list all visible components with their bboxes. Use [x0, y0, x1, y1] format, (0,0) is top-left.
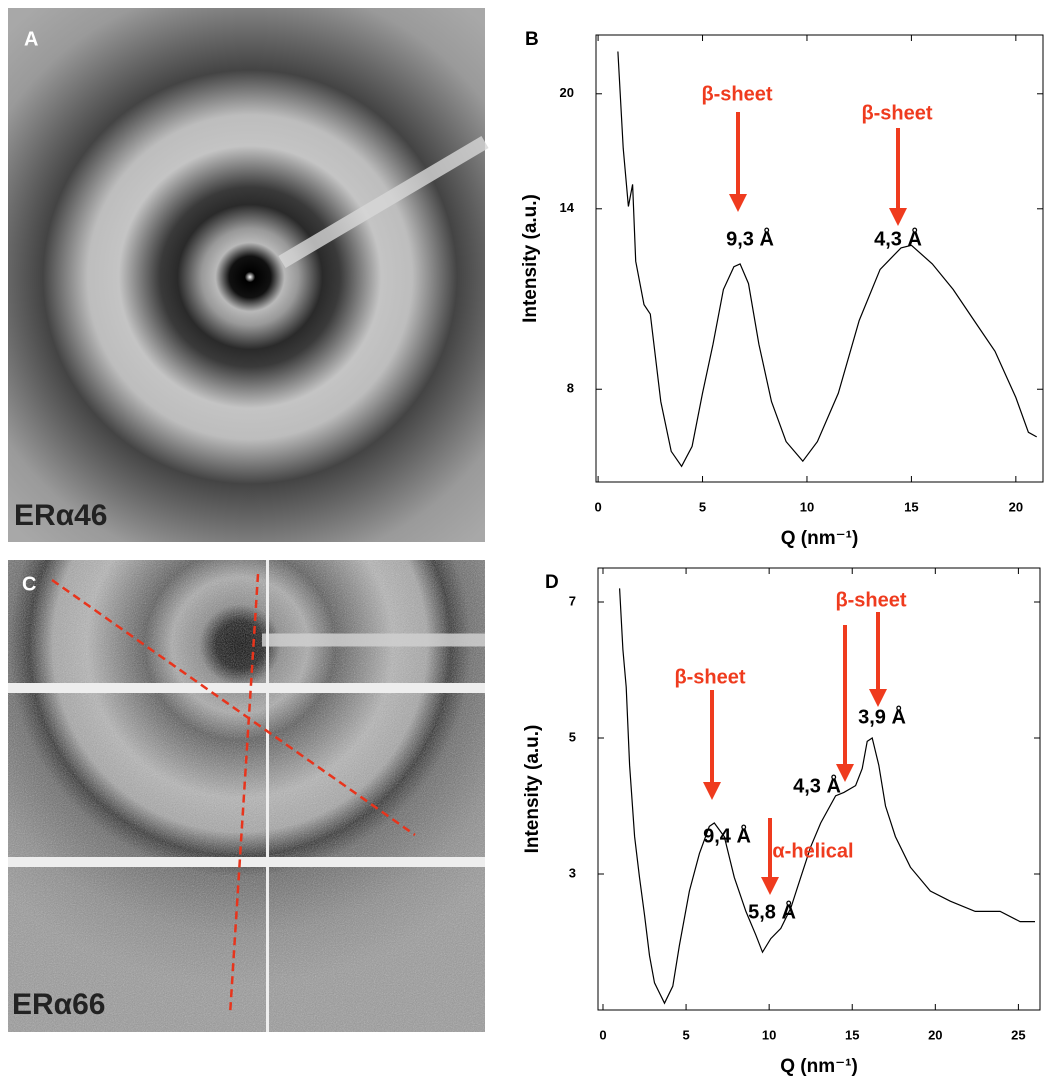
arrow-head — [836, 764, 854, 782]
x-tick-label: 0 — [599, 1027, 606, 1042]
chart: 0 5 10 15 20 8 14 20 B Q (nm⁻¹) Intensity (a.u.) β-… — [520, 29, 1044, 549]
x-tick-label: 20 — [928, 1027, 942, 1042]
annotation: α-helical — [772, 840, 853, 862]
x-tick-label: 5 — [682, 1027, 689, 1042]
annotation: 9,3 Å — [726, 226, 774, 250]
data-line — [619, 588, 1035, 1005]
arrow-head — [761, 877, 779, 895]
panel-label: A — [24, 28, 38, 50]
x-tick-label: 0 — [594, 499, 601, 514]
image-a: A ERα46 — [8, 8, 489, 542]
arrow-head — [703, 782, 721, 800]
annotation: β-sheet — [835, 589, 906, 611]
y-tick-label: 20 — [560, 85, 574, 100]
arrow-head — [729, 194, 747, 212]
panel-label: B — [525, 29, 539, 50]
y-tick-label: 3 — [569, 865, 576, 880]
x-tick-label: 25 — [1011, 1027, 1025, 1042]
x-tick-label: 15 — [845, 1027, 859, 1042]
y-tick-label: 14 — [560, 200, 575, 215]
y-axis-label: Intensity (a.u.) — [522, 725, 543, 854]
annotation: β-sheet — [674, 666, 745, 688]
panel-label: C — [22, 573, 36, 595]
x-axis-label: Q (nm⁻¹) — [781, 528, 859, 549]
x-tick-label: 5 — [699, 499, 706, 514]
panel-label: D — [545, 572, 559, 593]
plot-frame — [595, 34, 1044, 483]
x-tick-label: 10 — [762, 1027, 776, 1042]
y-tick-label: 7 — [569, 593, 576, 608]
caption: ERα46 — [14, 499, 108, 532]
x-axis-label: Q (nm⁻¹) — [780, 1056, 858, 1077]
x-tick-label: 10 — [800, 499, 814, 514]
annotation: β-sheet — [701, 83, 772, 105]
image-c: C ERα66 — [8, 560, 485, 1032]
caption: ERα66 — [12, 988, 106, 1021]
chart: 0 5 10 15 20 25 3 5 7D Q (nm⁻¹) Intensity (a.u.) β-… — [522, 567, 1041, 1077]
arrow-head — [869, 689, 887, 707]
plot-frame — [597, 567, 1041, 1011]
annotation: 9,4 Å — [703, 823, 751, 847]
y-axis-label: Intensity (a.u.) — [520, 194, 541, 323]
y-tick-label: 8 — [567, 381, 574, 396]
annotation: 4,3 Å — [874, 226, 922, 250]
x-tick-label: 15 — [904, 499, 918, 514]
x-tick-label: 20 — [1009, 499, 1023, 514]
annotation: 3,9 Å — [858, 704, 906, 728]
annotation: 4,3 Å — [793, 773, 841, 797]
annotation: β-sheet — [861, 102, 932, 124]
y-tick-label: 5 — [569, 729, 576, 744]
annotation: 5,8 Å — [748, 899, 796, 923]
data-line — [617, 51, 1037, 468]
arrow-head — [889, 208, 907, 226]
